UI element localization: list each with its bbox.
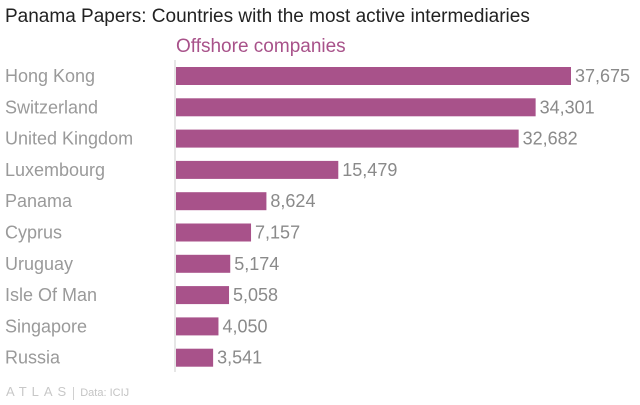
footer: ATLAS Data: ICIJ	[6, 384, 129, 400]
value-label: 5,058	[233, 285, 278, 305]
category-label: Panama	[5, 191, 73, 211]
category-label: Cyprus	[5, 223, 62, 243]
bar	[176, 67, 571, 85]
category-label: Isle Of Man	[5, 285, 97, 305]
value-label: 8,624	[270, 191, 315, 211]
bar	[176, 286, 230, 305]
category-label: Singapore	[5, 316, 87, 336]
bar	[176, 223, 252, 242]
value-label: 7,157	[255, 223, 300, 243]
bar	[176, 254, 231, 273]
value-label: 3,541	[217, 348, 262, 368]
footer-divider	[73, 386, 75, 400]
value-label: 37,675	[575, 66, 630, 86]
bar	[176, 98, 536, 117]
bar	[176, 317, 219, 336]
bars-group: Hong Kong 37,675 Switzerland 34,301 United K…	[5, 66, 630, 368]
category-label: Luxembourg	[5, 160, 105, 180]
chart-title: Panama Papers: Countries with the most a…	[5, 6, 530, 27]
category-label: Uruguay	[5, 254, 73, 274]
bar	[176, 348, 214, 367]
category-label: Russia	[5, 348, 61, 368]
value-label: 4,050	[222, 316, 267, 336]
bar-chart: Offshore companies Hong Kong 37,675 Switze…	[5, 36, 630, 372]
bar	[176, 129, 519, 148]
atlas-logo: ATLAS	[6, 384, 72, 399]
category-label: United Kingdom	[5, 129, 133, 149]
bar	[176, 160, 339, 179]
value-label: 32,682	[523, 129, 578, 149]
category-label: Hong Kong	[5, 66, 95, 86]
series-label: Offshore companies	[176, 36, 346, 57]
value-label: 15,479	[342, 160, 397, 180]
value-label: 5,174	[234, 254, 279, 274]
data-source: Data: ICIJ	[80, 387, 130, 399]
value-label: 34,301	[540, 97, 595, 117]
bar	[176, 192, 267, 211]
category-label: Switzerland	[5, 97, 98, 117]
